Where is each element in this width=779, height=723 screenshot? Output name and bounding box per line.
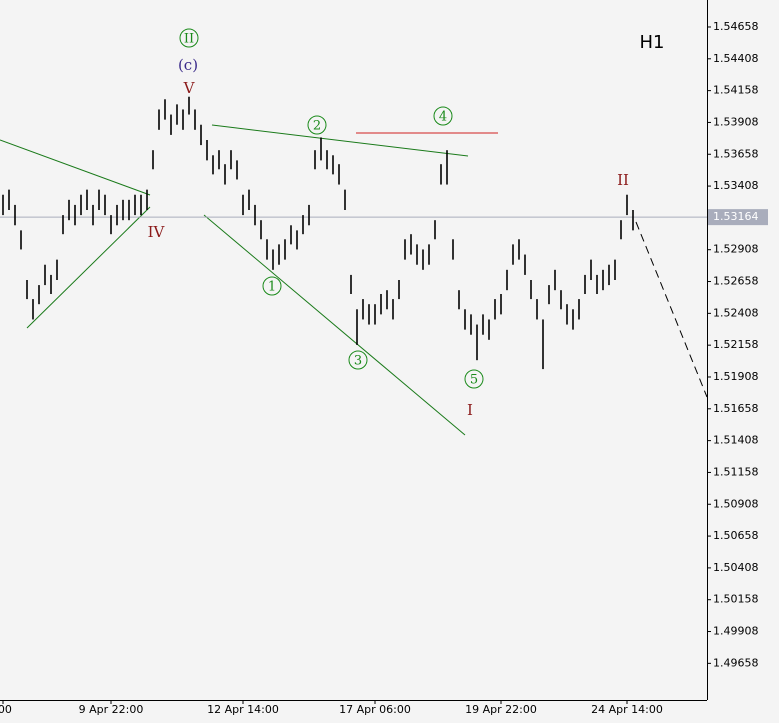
x-tick-label: 17 Apr 06:00 bbox=[339, 703, 411, 716]
wave-label: I bbox=[467, 401, 473, 419]
y-tick-label: 1.50158 bbox=[713, 593, 759, 606]
trend-line bbox=[26, 206, 151, 329]
y-tick-label: 1.50658 bbox=[713, 529, 759, 542]
wave-circle bbox=[262, 276, 282, 296]
y-tick-label: 1.52908 bbox=[713, 243, 759, 256]
trend-line bbox=[211, 124, 469, 157]
wave-circle bbox=[307, 115, 327, 135]
current-price-box bbox=[708, 209, 768, 226]
wave-label: (c) bbox=[178, 56, 198, 74]
y-tick-label: 1.51658 bbox=[713, 402, 759, 415]
y-tick-label: 1.54158 bbox=[713, 84, 759, 97]
y-tick-label: 1.52408 bbox=[713, 306, 759, 319]
current-price-label: 1.53164 bbox=[713, 210, 759, 223]
wave-circle bbox=[464, 369, 484, 389]
x-tick-label: 9 Apr 22:00 bbox=[79, 703, 144, 716]
y-tick-label: 1.53908 bbox=[713, 115, 759, 128]
x-tick-label: 19 Apr 22:00 bbox=[465, 703, 537, 716]
wave-label: II bbox=[617, 171, 629, 189]
wave-label: IV bbox=[148, 223, 166, 241]
y-tick-label: 1.54408 bbox=[713, 52, 759, 65]
trend-line bbox=[0, 139, 151, 196]
trend-line bbox=[203, 214, 466, 436]
y-tick-label: 1.52158 bbox=[713, 338, 759, 351]
y-tick-label: 1.54658 bbox=[713, 20, 759, 33]
y-tick-label: 1.51908 bbox=[713, 370, 759, 383]
trend-lines bbox=[0, 124, 469, 436]
y-tick-label: 1.50908 bbox=[713, 497, 759, 510]
y-tick-label: 1.51158 bbox=[713, 465, 759, 478]
y-tick-label: 1.49658 bbox=[713, 656, 759, 669]
y-tick-label: 1.52658 bbox=[713, 275, 759, 288]
x-tick-label: 12 Apr 14:00 bbox=[207, 703, 279, 716]
wave-circle bbox=[433, 106, 453, 126]
y-tick-label: 1.49908 bbox=[713, 625, 759, 638]
wave-label: 3 bbox=[354, 354, 362, 369]
wave-label: 2 bbox=[313, 119, 321, 134]
y-tick-label: 1.53658 bbox=[713, 147, 759, 160]
timeframe-label: H1 bbox=[640, 32, 665, 53]
y-tick-label: 1.50408 bbox=[713, 561, 759, 574]
wave-circle bbox=[179, 28, 199, 48]
x-tick-label: :00 bbox=[0, 703, 12, 716]
wave-label: II bbox=[184, 32, 194, 47]
wave-circle bbox=[348, 350, 368, 370]
wave-label: 5 bbox=[470, 373, 478, 388]
x-tick-label: 24 Apr 14:00 bbox=[591, 703, 663, 716]
y-tick-label: 1.53408 bbox=[713, 179, 759, 192]
wave-label: 1 bbox=[268, 280, 276, 295]
wave-label: 4 bbox=[439, 110, 447, 125]
forecast-line bbox=[635, 221, 708, 398]
wave-label: V bbox=[183, 79, 196, 97]
y-tick-label: 1.51408 bbox=[713, 434, 759, 447]
